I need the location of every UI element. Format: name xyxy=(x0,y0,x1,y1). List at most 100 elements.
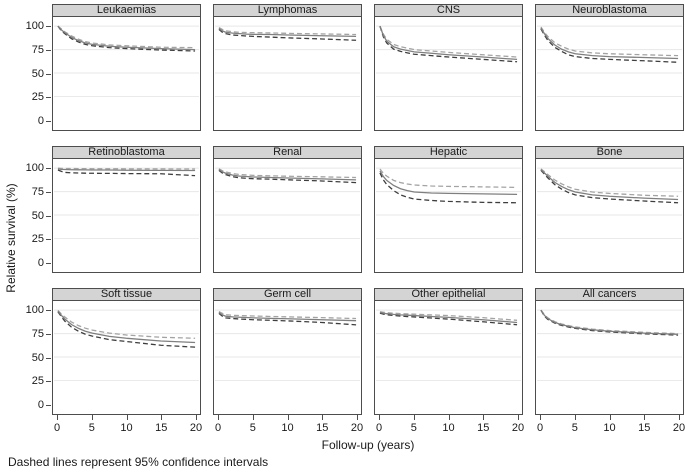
y-tick-mark xyxy=(46,310,51,311)
lower-ci-line xyxy=(379,25,518,63)
estimate-line xyxy=(379,311,518,324)
x-tick-label: 0 xyxy=(375,422,383,434)
upper-ci-line xyxy=(218,26,357,36)
estimate-line xyxy=(540,27,679,60)
y-tick-label: 25 xyxy=(31,375,44,388)
y-tick-mark xyxy=(46,333,51,335)
panel-title-hepatic: Hepatic xyxy=(374,146,523,159)
upper-ci-line xyxy=(540,168,679,197)
y-tick-label: 0 xyxy=(37,257,44,269)
survival-plot-neuroblastoma xyxy=(535,17,684,131)
estimate-line xyxy=(218,311,357,322)
x-tick-mark xyxy=(57,415,58,420)
panel-title-soft-tissue: Soft tissue xyxy=(52,288,201,301)
y-tick-mark xyxy=(46,263,51,264)
x-tick-label: 20 xyxy=(189,422,203,434)
x-tick-mark xyxy=(287,415,289,420)
upper-ci-line xyxy=(57,309,196,339)
x-tick-label: 10 xyxy=(120,422,133,434)
panel-neuroblastoma: Neuroblastoma xyxy=(535,4,684,131)
y-tick-mark xyxy=(46,97,51,99)
panel-germ-cell: Germ cell xyxy=(213,288,362,415)
x-tick-label: 20 xyxy=(350,422,364,434)
panel-title-renal: Renal xyxy=(213,146,362,159)
panel-title-retinoblastoma: Retinoblastoma xyxy=(52,146,201,159)
x-tick-mark xyxy=(91,415,93,420)
panel-retinoblastoma: Retinoblastoma xyxy=(52,146,201,273)
panel-title-other-epithelial: Other epithelial xyxy=(374,288,523,301)
panel-title-leukaemias: Leukaemias xyxy=(52,4,201,17)
panel-all-cancers: All cancers xyxy=(535,288,684,415)
y-tick-label: 50 xyxy=(31,351,44,364)
x-tick-mark xyxy=(679,415,680,420)
estimate-line xyxy=(218,168,357,181)
lower-ci-line xyxy=(57,25,196,52)
upper-ci-line xyxy=(379,311,518,321)
x-tick-label: 0 xyxy=(53,422,61,434)
y-tick-mark xyxy=(46,49,51,51)
x-tick-mark xyxy=(379,415,380,420)
survival-plot-soft-tissue xyxy=(52,301,201,415)
x-tick-mark xyxy=(218,415,219,420)
x-tick-mark xyxy=(252,415,254,420)
y-tick-label: 100 xyxy=(25,304,44,316)
upper-ci-line xyxy=(57,25,196,49)
y-tick-label: 75 xyxy=(31,185,44,198)
y-tick-label: 25 xyxy=(31,91,44,104)
estimate-line xyxy=(57,168,196,172)
x-tick-label: 20 xyxy=(672,422,685,434)
y-tick-mark xyxy=(46,215,51,217)
upper-ci-line xyxy=(540,309,679,335)
lower-ci-line xyxy=(540,169,679,204)
upper-ci-line xyxy=(218,168,357,179)
panel-hepatic: Hepatic xyxy=(374,146,523,273)
lower-ci-line xyxy=(379,172,518,204)
panel-renal: Renal xyxy=(213,146,362,273)
y-tick-mark xyxy=(46,405,51,406)
x-tick-mark xyxy=(540,415,541,420)
upper-ci-line xyxy=(218,310,357,320)
estimate-line xyxy=(57,25,196,51)
survival-plot-cns xyxy=(374,17,523,131)
panel-cns: CNS xyxy=(374,4,523,131)
panel-title-cns: CNS xyxy=(374,4,523,17)
panel-title-all-cancers: All cancers xyxy=(535,288,684,301)
x-tick-label: 15 xyxy=(477,422,490,434)
y-tick-mark xyxy=(46,168,51,169)
panel-title-germ-cell: Germ cell xyxy=(213,288,362,301)
x-tick-mark xyxy=(483,415,485,420)
y-tick-label: 25 xyxy=(31,233,44,246)
y-tick-label: 75 xyxy=(31,43,44,56)
survival-plot-germ-cell xyxy=(213,301,362,415)
survival-plot-renal xyxy=(213,159,362,273)
x-tick-mark xyxy=(448,415,450,420)
x-tick-mark xyxy=(518,415,519,420)
estimate-line xyxy=(540,309,679,335)
x-tick-label: 5 xyxy=(249,422,256,434)
x-tick-label: 15 xyxy=(316,422,329,434)
panel-soft-tissue: Soft tissue xyxy=(52,288,201,415)
lower-ci-line xyxy=(57,311,196,348)
estimate-line xyxy=(379,170,518,196)
panel-bone: Bone xyxy=(535,146,684,273)
footnote: Dashed lines represent 95% confidence in… xyxy=(8,455,269,469)
x-tick-label: 10 xyxy=(603,422,616,434)
estimate-line xyxy=(379,25,518,61)
x-tick-mark xyxy=(161,415,163,420)
lower-ci-line xyxy=(57,169,196,177)
x-tick-label: 5 xyxy=(571,422,578,434)
lower-ci-line xyxy=(218,28,357,41)
x-tick-mark xyxy=(196,415,197,420)
y-tick-label: 0 xyxy=(37,399,44,411)
estimate-line xyxy=(540,169,679,201)
x-tick-mark xyxy=(644,415,646,420)
panel-title-bone: Bone xyxy=(535,146,684,159)
y-tick-label: 100 xyxy=(25,162,44,174)
panel-leukaemias: Leukaemias xyxy=(52,4,201,131)
survival-plot-all-cancers xyxy=(535,301,684,415)
x-tick-label: 10 xyxy=(281,422,294,434)
upper-ci-line xyxy=(57,167,196,170)
lower-ci-line xyxy=(218,312,357,326)
